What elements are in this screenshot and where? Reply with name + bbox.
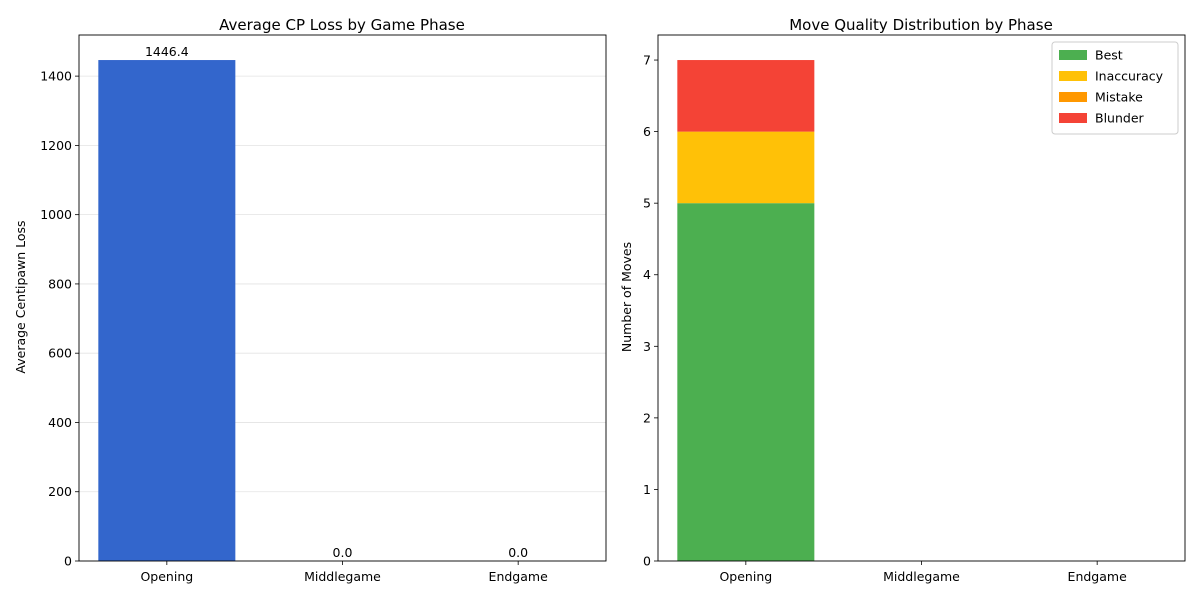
move-quality-chart-title: Move Quality Distribution by Phase xyxy=(789,16,1053,34)
move-quality-bars xyxy=(677,60,815,561)
cp-loss-data-label: 0.0 xyxy=(333,545,353,560)
cp-loss-data-label: 0.0 xyxy=(508,545,528,560)
cp-loss-y-tick-label: 800 xyxy=(48,276,72,291)
move-quality-ticks: 0 1 2 3 4 5 6 7 Opening Middlegame Endgame xyxy=(643,53,1127,584)
move-quality-chart: Move Quality Distribution by Phase Numbe… xyxy=(619,16,1186,584)
move-quality-y-tick-label: 6 xyxy=(643,124,651,139)
move-quality-y-tick-label: 0 xyxy=(643,554,651,569)
move-quality-y-tick-label: 7 xyxy=(643,53,651,68)
legend-swatch-best xyxy=(1059,50,1087,60)
move-quality-y-tick-label: 4 xyxy=(643,267,651,282)
move-quality-y-tick-label: 1 xyxy=(643,482,651,497)
cp-loss-y-tick-label: 1000 xyxy=(40,207,72,222)
cp-loss-y-tick-label: 0 xyxy=(64,554,72,569)
cp-loss-y-tick-label: 1400 xyxy=(40,69,72,84)
move-quality-y-axis-label: Number of Moves xyxy=(619,242,634,352)
legend-label-inaccuracy: Inaccuracy xyxy=(1095,69,1164,84)
move-quality-y-tick-label: 2 xyxy=(643,410,651,425)
legend-label-blunder: Blunder xyxy=(1095,111,1145,126)
move-quality-bar-best xyxy=(677,203,815,561)
cp-loss-bars xyxy=(98,60,236,562)
cp-loss-data-label: 1446.4 xyxy=(145,44,189,59)
move-quality-plot-frame xyxy=(657,34,1186,562)
cp-loss-x-tick-label: Middlegame xyxy=(304,569,381,584)
cp-loss-plot-frame xyxy=(78,34,607,562)
legend-swatch-blunder xyxy=(1059,113,1087,123)
move-quality-y-tick-label: 5 xyxy=(643,196,651,211)
move-quality-y-tick-label: 3 xyxy=(643,339,651,354)
move-quality-legend: Best Inaccuracy Mistake Blunder xyxy=(1051,41,1179,135)
cp-loss-x-tick-label: Opening xyxy=(140,569,193,584)
cp-loss-y-tick-label: 1200 xyxy=(40,138,72,153)
cp-loss-ticks: 0 200 400 600 800 1000 1200 1400 Opening Middlega… xyxy=(40,69,548,584)
cp-loss-y-axis-label: Average Centipawn Loss xyxy=(13,220,28,373)
cp-loss-chart-title: Average CP Loss by Game Phase xyxy=(219,16,465,34)
cp-loss-x-tick-label: Endgame xyxy=(489,569,549,584)
move-quality-bar-inaccuracy xyxy=(677,131,815,204)
legend-swatch-inaccuracy xyxy=(1059,71,1087,81)
cp-loss-data-labels: 1446.4 0.0 0.0 xyxy=(145,44,528,560)
move-quality-bar-blunder xyxy=(677,60,815,132)
move-quality-x-tick-label: Middlegame xyxy=(883,569,960,584)
cp-loss-y-tick-label: 600 xyxy=(48,346,72,361)
cp-loss-chart: Average CP Loss by Game Phase Average Ce… xyxy=(13,16,607,584)
legend-label-mistake: Mistake xyxy=(1095,90,1143,105)
move-quality-x-tick-label: Opening xyxy=(719,569,772,584)
legend-swatch-mistake xyxy=(1059,92,1087,102)
legend-label-best: Best xyxy=(1095,48,1123,63)
move-quality-x-tick-label: Endgame xyxy=(1068,569,1128,584)
legend-box xyxy=(1051,41,1179,135)
cp-loss-y-tick-label: 200 xyxy=(48,484,72,499)
cp-loss-y-tick-label: 400 xyxy=(48,415,72,430)
cp-loss-bar xyxy=(98,60,236,562)
